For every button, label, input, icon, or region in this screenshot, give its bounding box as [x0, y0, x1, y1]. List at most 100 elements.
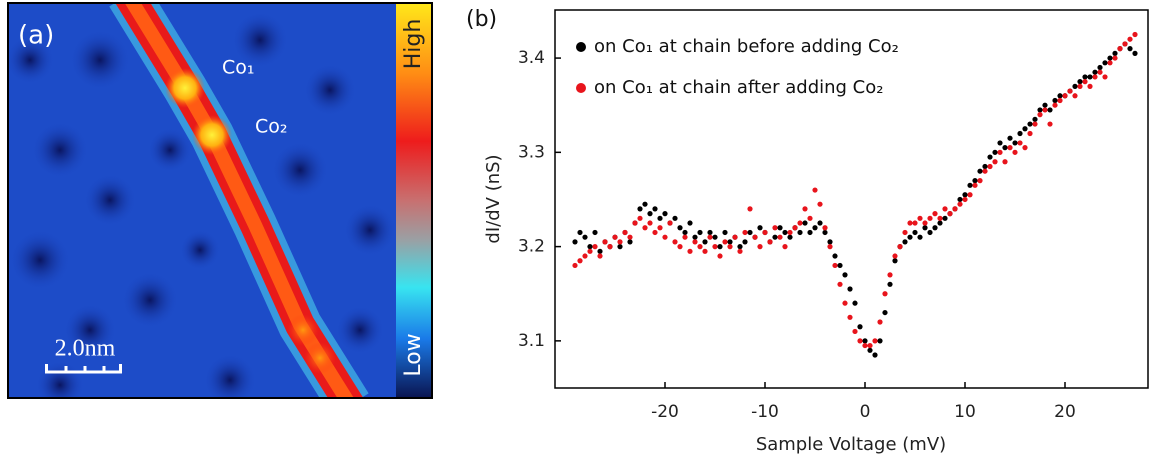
data-point	[1117, 46, 1123, 52]
x-tick-label: 0	[860, 402, 871, 422]
data-point	[652, 229, 658, 236]
data-point	[787, 234, 793, 240]
data-point	[1072, 93, 1078, 99]
data-point	[582, 234, 588, 240]
data-point	[717, 253, 723, 259]
data-point	[1077, 79, 1083, 85]
data-point	[867, 342, 873, 349]
data-point	[592, 229, 598, 236]
y-tick-label: 3.1	[518, 331, 545, 351]
data-point	[1017, 140, 1023, 146]
data-point	[987, 154, 993, 160]
data-point	[797, 229, 803, 236]
data-point	[997, 140, 1003, 146]
panel-label: (b)	[466, 7, 497, 32]
y-axis-title: dI/dV (nS)	[483, 154, 504, 243]
data-point	[647, 220, 653, 226]
co-atom	[165, 68, 205, 108]
data-point	[957, 201, 963, 207]
data-point	[852, 300, 858, 306]
data-point	[1132, 31, 1138, 38]
data-point	[707, 234, 713, 240]
data-point	[642, 225, 648, 231]
data-point	[897, 244, 903, 250]
data-point	[1097, 64, 1103, 71]
data-point	[977, 168, 983, 174]
data-point	[1037, 112, 1043, 118]
data-point	[902, 229, 908, 236]
data-point	[672, 215, 678, 221]
data-point	[887, 272, 893, 278]
data-point	[582, 253, 588, 259]
legend-marker	[576, 42, 586, 52]
data-point	[797, 220, 803, 226]
data-point	[697, 244, 703, 250]
data-point	[782, 244, 788, 250]
data-point	[967, 192, 973, 198]
data-point	[1127, 46, 1133, 52]
data-point	[912, 220, 918, 226]
data-point	[877, 338, 883, 344]
data-point	[922, 220, 928, 226]
data-point	[852, 328, 858, 335]
data-point	[1047, 121, 1053, 127]
data-point	[687, 220, 693, 226]
data-point	[837, 262, 843, 269]
x-tick-label: 20	[1054, 402, 1076, 422]
data-point	[847, 314, 853, 320]
data-point	[737, 248, 743, 254]
data-point	[932, 211, 938, 217]
data-point	[842, 300, 848, 306]
x-tick-label: 10	[954, 402, 976, 422]
data-point	[677, 244, 683, 250]
data-point	[697, 229, 703, 236]
data-point	[907, 234, 913, 240]
data-point	[637, 215, 643, 221]
y-tick-label: 3.3	[518, 142, 545, 162]
data-point	[872, 338, 878, 344]
data-point	[772, 225, 778, 231]
data-point	[782, 229, 788, 236]
colorbar	[396, 3, 432, 398]
data-point	[682, 229, 688, 236]
data-point	[862, 342, 868, 349]
x-tick-label: -10	[751, 402, 779, 422]
data-point	[712, 244, 718, 250]
data-point	[657, 225, 663, 231]
image-content	[8, 3, 396, 398]
data-point	[602, 239, 608, 245]
colorbar-low: Low	[401, 333, 426, 376]
data-point	[572, 239, 578, 245]
data-point	[822, 225, 828, 231]
data-point	[1027, 130, 1033, 137]
data-point	[692, 239, 698, 245]
data-point	[832, 253, 838, 259]
data-point	[802, 220, 808, 226]
data-point	[702, 239, 708, 245]
data-point	[1082, 74, 1088, 80]
data-point	[962, 192, 968, 198]
data-point	[807, 229, 813, 236]
data-point	[672, 239, 678, 245]
data-point	[1092, 74, 1098, 80]
data-point	[932, 225, 938, 231]
data-point	[1012, 149, 1018, 155]
data-point	[727, 244, 733, 250]
colorbar-high: High	[401, 19, 426, 70]
data-point	[742, 239, 748, 245]
data-point	[622, 229, 628, 236]
data-point	[662, 211, 668, 217]
data-point	[677, 225, 683, 231]
atom-label: Co₂	[255, 116, 288, 138]
data-point	[642, 201, 648, 207]
data-point	[957, 196, 963, 203]
data-point	[817, 201, 823, 207]
data-point	[732, 234, 738, 240]
data-point	[1107, 60, 1113, 66]
data-point	[747, 229, 753, 236]
data-point	[762, 229, 768, 236]
data-point	[802, 206, 808, 212]
data-point	[997, 149, 1003, 155]
data-point	[627, 239, 633, 245]
